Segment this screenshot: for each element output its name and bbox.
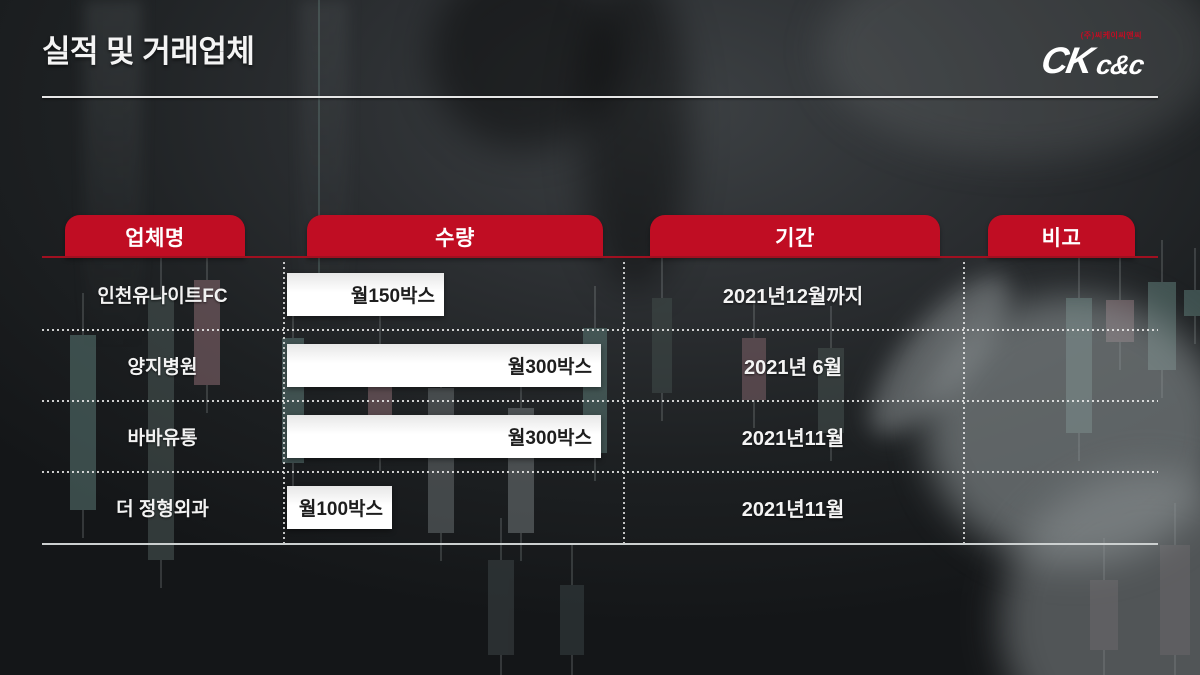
candlestick-decoration [488, 518, 514, 675]
period-value: 2021년 6월 [744, 357, 842, 379]
quantity-label: 월100박스 [298, 499, 383, 520]
title-underline [42, 96, 1158, 98]
column-header-quantity: 수량 [307, 215, 603, 258]
quantity-bar: 월300박스 [287, 344, 601, 387]
company-logo: (주)씨케이씨앤씨 CK c&c [1038, 30, 1145, 81]
candlestick-decoration [560, 543, 584, 675]
candlestick-decoration [1160, 503, 1190, 675]
column-header-period: 기간 [650, 215, 940, 258]
candlestick-decoration [1090, 538, 1118, 675]
logo-primary-text: CK [1038, 40, 1096, 81]
quantity-bar: 월150박스 [287, 273, 444, 316]
table-row: 양지병원 월300박스 2021년 6월 [42, 330, 1158, 401]
quantity-bar: 월300박스 [287, 415, 601, 458]
header-red-rule [42, 256, 1158, 258]
period-value: 2021년12월까지 [722, 286, 864, 308]
candlestick-decoration [652, 256, 672, 421]
shoulder-highlight-shape [820, 0, 1200, 160]
remark-value [963, 330, 1158, 401]
table-row: 인천유나이트FC 월150박스 2021년12월까지 [42, 259, 1158, 330]
column-header-company: 업체명 [65, 215, 245, 258]
logo-wordmark: CK c&c [1038, 40, 1148, 81]
quantity-label: 월300박스 [507, 428, 592, 449]
table-row: 더 정형외과 월100박스 2021년11월 [42, 472, 1158, 543]
row-separator [42, 329, 1158, 331]
quantity-label: 월300박스 [507, 357, 592, 378]
row-separator [42, 400, 1158, 402]
column-header-remark: 비고 [988, 215, 1135, 258]
candlestick-decoration [742, 296, 766, 428]
quantity-bar: 월100박스 [287, 486, 392, 529]
candlestick-decoration [818, 306, 844, 461]
candlestick-decoration [70, 293, 96, 538]
company-name: 인천유나이트FC [97, 286, 228, 307]
quantity-label: 월150박스 [350, 286, 435, 307]
logo-secondary-text: c&c [1094, 50, 1146, 80]
remark-value [963, 259, 1158, 330]
logo-company-name: (주)씨케이씨앤씨 [1080, 31, 1142, 40]
candlestick-decoration [194, 238, 220, 413]
table-bottom-rule [42, 543, 1158, 545]
table-row: 바바유통 월300박스 2021년11월 [42, 401, 1158, 472]
remark-value [963, 472, 1158, 543]
suit-shadow-shape [430, 0, 620, 150]
candlestick-decoration [148, 253, 174, 588]
company-name: 양지병원 [127, 357, 198, 378]
company-name: 더 정형외과 [116, 499, 209, 520]
row-separator [42, 471, 1158, 473]
slide-title: 실적 및 거래업체 [42, 34, 255, 69]
company-name: 바바유통 [127, 428, 198, 449]
period-value: 2021년11월 [741, 428, 845, 450]
candlestick-decoration [1184, 248, 1200, 344]
period-value: 2021년11월 [741, 499, 845, 521]
remark-value [963, 401, 1158, 472]
